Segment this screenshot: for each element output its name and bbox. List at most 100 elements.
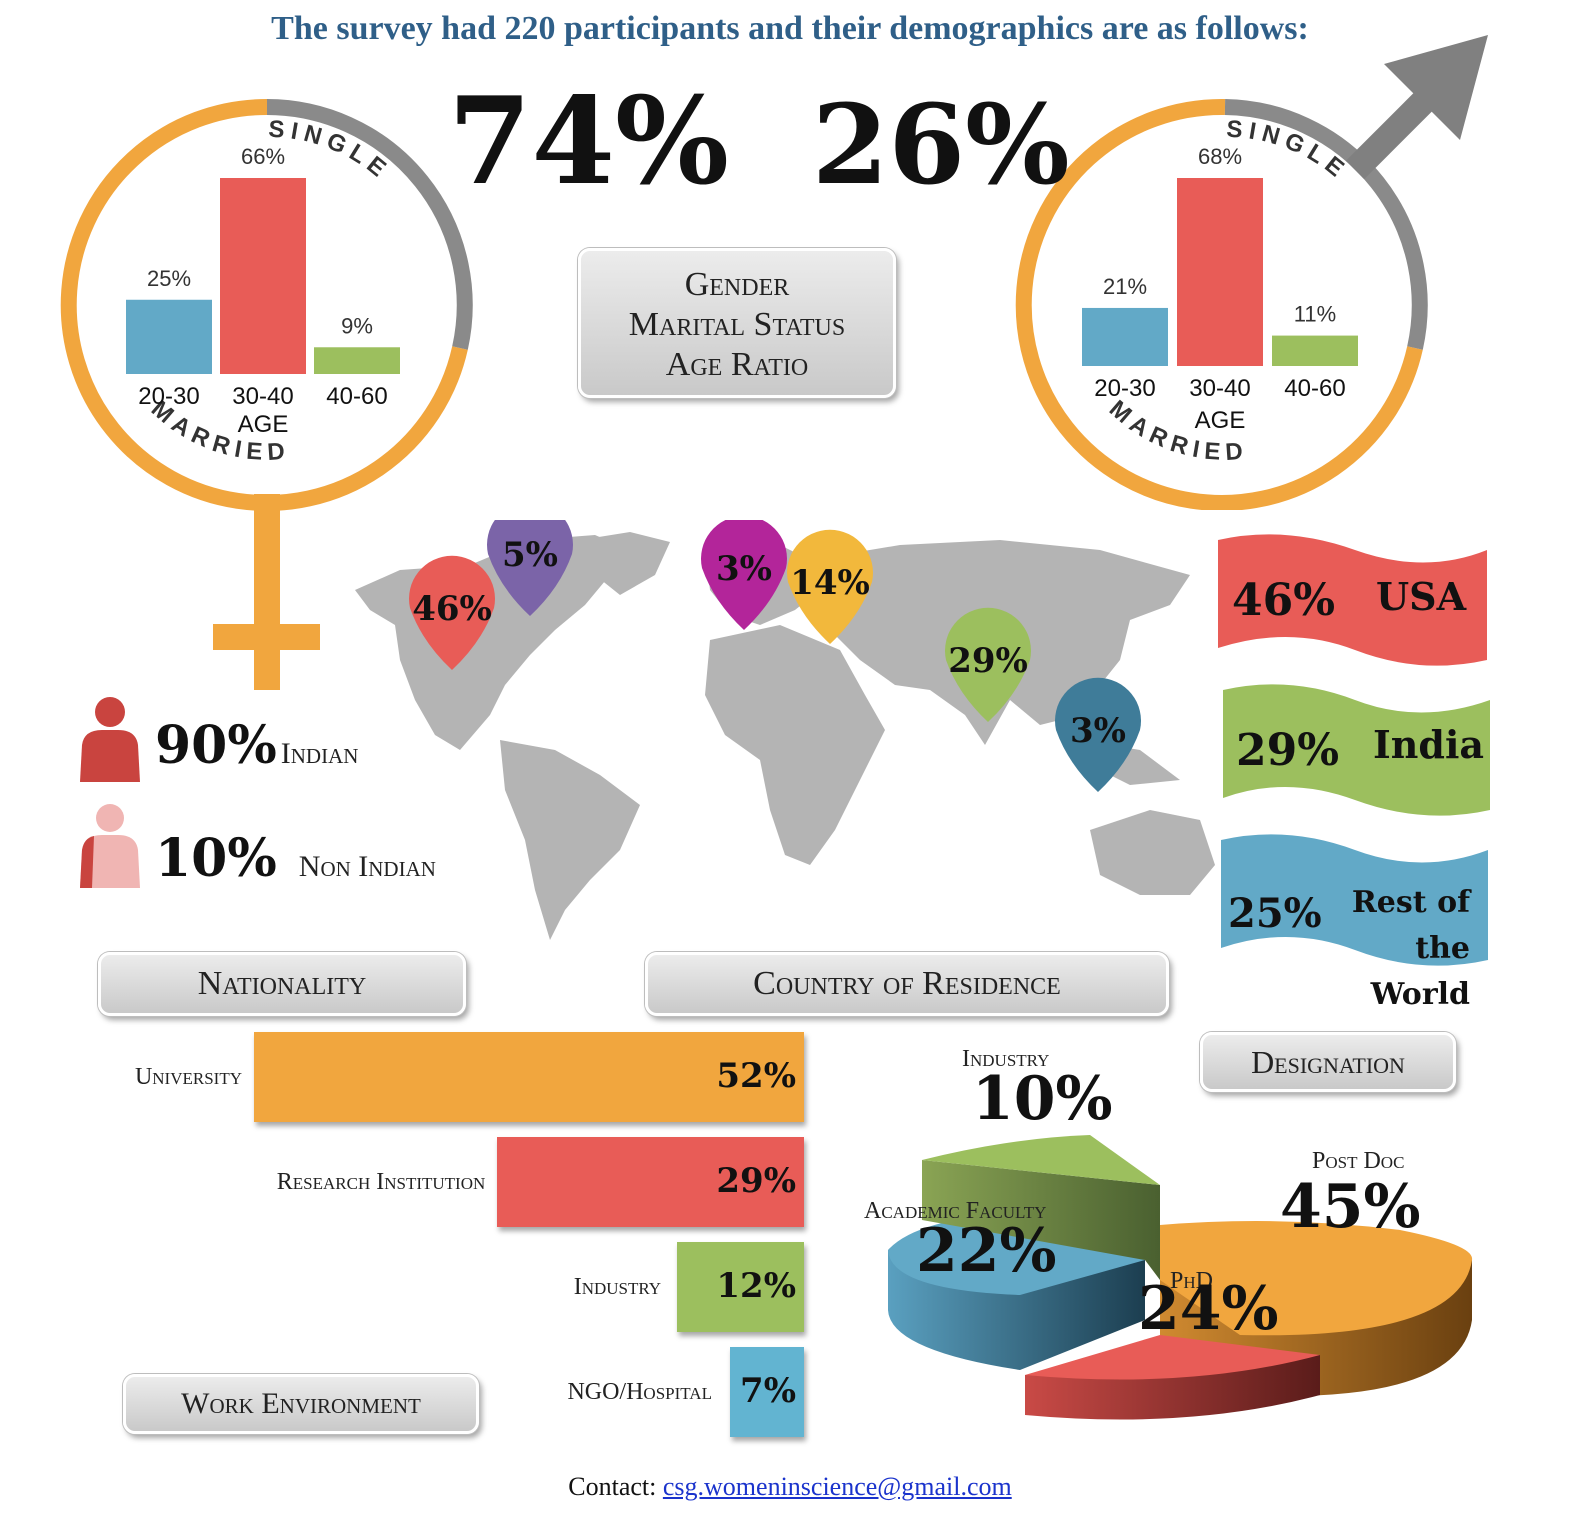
mars-symbol-icon — [1345, 35, 1488, 180]
banner-rest-label: Rest of the World — [1351, 885, 1470, 1012]
person-non-indian-icon — [80, 804, 140, 888]
work-bar-university — [254, 1032, 804, 1122]
map-pin-value: 3% — [716, 549, 772, 589]
map-pin-3: 14% — [787, 529, 873, 644]
map-pin-1: 5% — [487, 520, 573, 616]
age-bar-30-40 — [220, 178, 306, 374]
age-bar-20-30 — [1082, 307, 1168, 366]
age-bar-40-60 — [1272, 335, 1358, 366]
work-bar-category-label: NGO/Hospital — [567, 1379, 712, 1405]
banner-india — [1223, 684, 1490, 816]
nationality-box: Nationality — [98, 952, 466, 1016]
work-bar-category-label: Research Institution — [276, 1169, 486, 1195]
work-bar-research-institution — [497, 1137, 804, 1227]
work-bar-value: 29% — [716, 1161, 796, 1201]
pie-value-label: 22% — [916, 1216, 1057, 1286]
work-bar-category-label: Industry — [573, 1274, 662, 1300]
gender-box-line: Age Ratio — [665, 346, 809, 383]
age-bar-40-60 — [314, 347, 400, 374]
work-bar-value: 12% — [716, 1266, 796, 1306]
male-ring-chart: SINGLE MARRIED 21%20-3068%30-4011%40-60A… — [1015, 35, 1488, 510]
africa-shape — [705, 625, 885, 865]
pie-value-label: 24% — [1138, 1274, 1279, 1344]
pie-category-label: PhD — [1170, 1268, 1213, 1294]
age-bar-value-label: 9% — [341, 313, 373, 338]
world-map: 46%5% 3% 14% 29% 3% — [355, 520, 1215, 940]
pie-category-label: Industry — [962, 1046, 1050, 1072]
nationality-indian-row: 90% Indian — [155, 715, 358, 776]
age-bar-20-30 — [126, 299, 212, 374]
ring-married-arc — [1015, 98, 1423, 510]
nationality-non-indian-row: 10% Non Indian — [155, 828, 436, 889]
work-bar-industry — [677, 1242, 804, 1332]
age-bar-value-label: 68% — [1198, 144, 1242, 169]
australia-shape — [1090, 810, 1215, 895]
map-pin-0: 46% — [409, 555, 495, 670]
work-environment-box: Work Environment — [123, 1374, 479, 1434]
map-pin-2: 3% — [701, 520, 787, 630]
age-bar-category-label: 40-60 — [326, 383, 387, 410]
age-bar-value-label: 21% — [1103, 274, 1147, 299]
indian-label: Indian — [280, 737, 359, 770]
female-percentage: 74% — [448, 71, 730, 212]
age-bar-value-label: 11% — [1294, 302, 1336, 327]
map-pin-4: 29% — [945, 607, 1031, 722]
work-bar-ngo-hospital — [729, 1347, 804, 1437]
residence-banners — [1218, 534, 1490, 966]
female-ring-chart: SINGLE MARRIED 25%20-3066%30-409%40-60AG… — [60, 99, 473, 690]
designation-pie-labels: Post Doc 45% PhD 24% Academic Faculty 22% Indu… — [860, 1040, 1500, 1360]
map-pin-value: 3% — [1070, 711, 1126, 751]
designation-box: Designation — [1200, 1032, 1456, 1092]
indian-percentage: 90% — [155, 715, 277, 776]
age-bar-category-label: 40-60 — [1284, 375, 1345, 402]
work-environment-chart: 52% University 29% Research Institution 12% I… — [0, 1020, 820, 1450]
residence-box: Country of Residence — [645, 952, 1169, 1016]
designation-pie-chart — [888, 1135, 1473, 1420]
age-bar-value-label: 66% — [241, 144, 285, 169]
work-bar-value: 7% — [740, 1371, 796, 1411]
non-indian-label: Non Indian — [298, 850, 436, 883]
age-bar-value-label: 25% — [147, 266, 191, 291]
gender-box-line: Marital Status — [628, 306, 846, 343]
ring-married-arc — [60, 99, 468, 511]
banner-usa-pct: 46% — [1232, 575, 1336, 626]
age-bar-30-40 — [1177, 178, 1263, 366]
greenland-shape — [580, 532, 670, 595]
age-axis-label: AGE — [1195, 407, 1246, 434]
work-bar-value: 52% — [716, 1056, 796, 1096]
male-percentage: 26% — [812, 80, 1070, 209]
page-title: The survey had 220 participants and thei… — [271, 10, 1309, 47]
pie-value-label: 10% — [972, 1064, 1113, 1134]
map-pin-5: 3% — [1055, 677, 1141, 792]
age-bar-category-label: 20-30 — [1094, 375, 1155, 402]
age-bar-category-label: 30-40 — [232, 383, 293, 410]
banner-usa-label: USA — [1376, 574, 1467, 619]
south-america-shape — [500, 740, 640, 940]
map-pin-value: 46% — [412, 589, 492, 629]
map-pin-value: 14% — [790, 563, 870, 603]
banner-rest-pct: 25% — [1228, 890, 1322, 937]
venus-symbol-icon — [213, 494, 320, 690]
north-america-shape — [355, 535, 630, 750]
non-indian-percentage: 10% — [155, 828, 277, 889]
pie-category-label: Post Doc — [1312, 1148, 1405, 1174]
contact-label: Contact: — [568, 1472, 657, 1501]
gender-box-line: Gender — [684, 266, 790, 303]
nationality-person-icons — [80, 697, 140, 888]
age-axis-label: AGE — [238, 411, 289, 438]
pie-category-label: Academic Faculty — [864, 1198, 1047, 1224]
banner-usa — [1218, 534, 1487, 666]
person-indian-icon — [80, 697, 140, 782]
gender-marital-age-box: Gender Marital Status Age Ratio — [578, 248, 896, 398]
pie-slice-industry — [922, 1135, 1160, 1280]
age-bar-category-label: 30-40 — [1189, 375, 1250, 402]
map-pin-value: 5% — [502, 535, 558, 575]
work-bar-category-label: University — [134, 1064, 242, 1090]
map-pin-value: 29% — [948, 641, 1028, 681]
banner-india-label: India — [1373, 722, 1485, 767]
banner-rest — [1221, 834, 1488, 966]
pie-slice-phd — [1025, 1335, 1320, 1420]
contact-email-link[interactable]: csg.womeninscience@gmail.com — [662, 1472, 1012, 1501]
pie-value-label: 45% — [1280, 1172, 1421, 1242]
ring-single-arc — [1224, 99, 1428, 350]
